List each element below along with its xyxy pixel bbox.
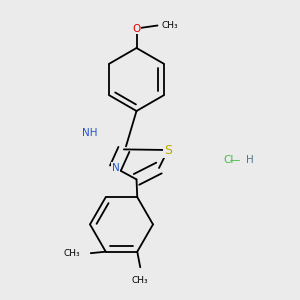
Text: CH₃: CH₃ bbox=[64, 249, 80, 258]
Text: N: N bbox=[112, 163, 119, 173]
Text: NH: NH bbox=[82, 128, 98, 138]
Text: CH₃: CH₃ bbox=[162, 21, 178, 30]
Text: H: H bbox=[246, 154, 254, 165]
Text: —: — bbox=[230, 154, 240, 165]
Text: O: O bbox=[132, 23, 141, 34]
Text: CH₃: CH₃ bbox=[132, 276, 148, 285]
Text: S: S bbox=[164, 143, 172, 157]
Text: Cl: Cl bbox=[224, 154, 234, 165]
